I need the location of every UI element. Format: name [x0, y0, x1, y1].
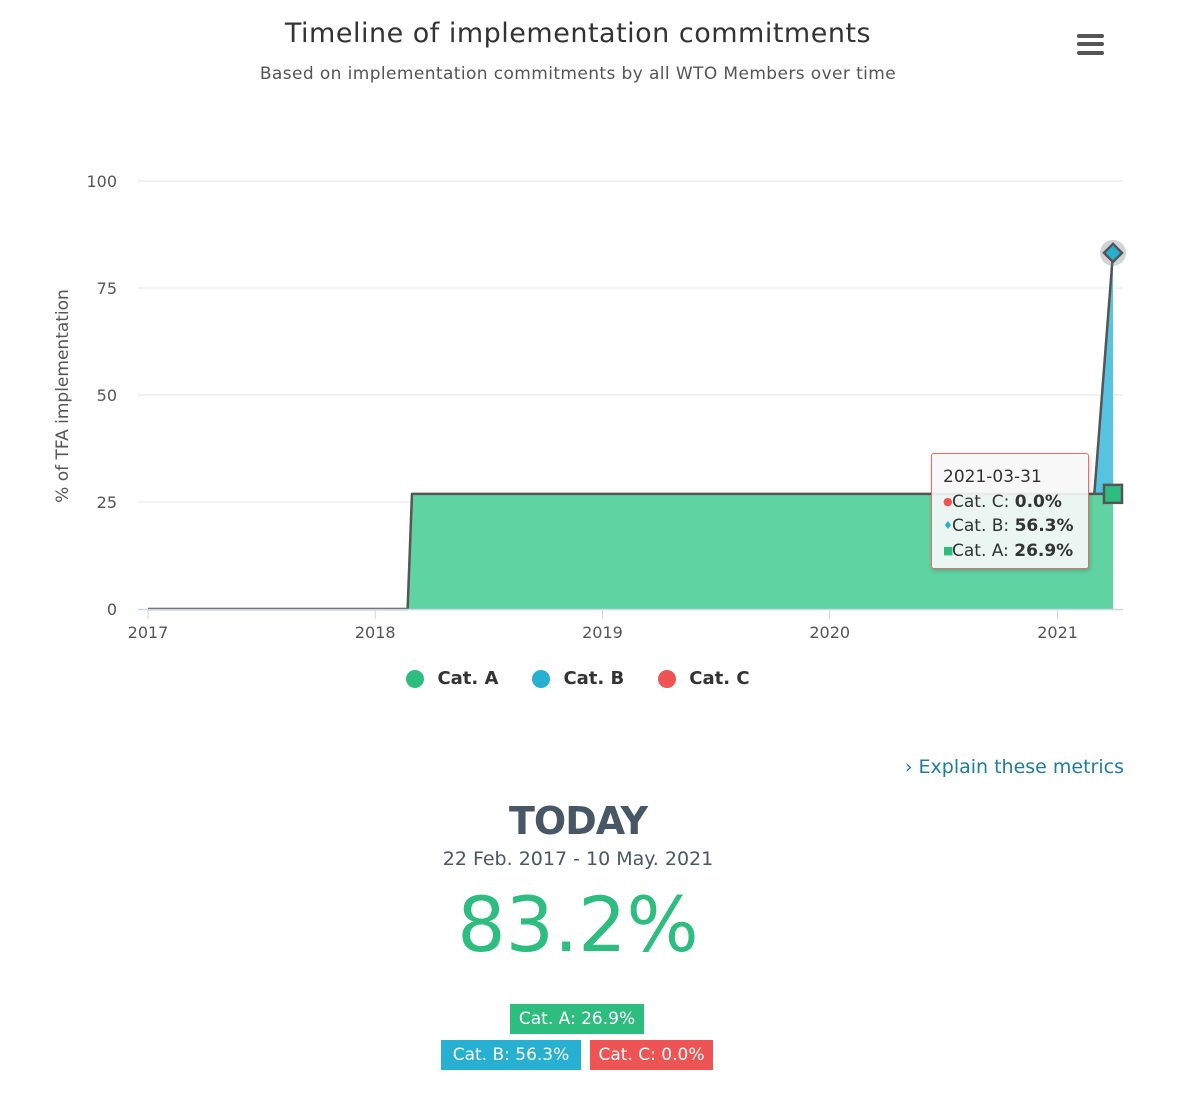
y-tick-label: 100: [86, 172, 117, 191]
y-tick-label: 25: [97, 493, 117, 512]
chart-title: Timeline of implementation commitments: [284, 18, 872, 49]
y-tick-label: 75: [97, 279, 117, 298]
today-total-percent: 83.2%: [457, 880, 699, 969]
legend-item-cat-b[interactable]: Cat. B: [532, 668, 624, 689]
tooltip-row-cat-b: ♦Cat. B: 56.3%: [943, 516, 1074, 536]
legend-label-cat-c: Cat. C: [689, 668, 750, 689]
legend-item-cat-a[interactable]: Cat. A: [406, 668, 498, 689]
tooltip-row-cat-a: ■Cat. A: 26.9%: [943, 540, 1074, 561]
badge-cat-a: Cat. A: 26.9%: [510, 1004, 644, 1034]
x-tick-label: 2021: [1037, 623, 1078, 642]
badge-cat-c: Cat. C: 0.0%: [590, 1040, 713, 1070]
explain-metrics-link[interactable]: › Explain these metrics: [904, 756, 1124, 778]
line-cat-b: [1093, 252, 1115, 494]
y-tick-label: 50: [97, 386, 117, 405]
x-tick-label: 2020: [809, 623, 850, 642]
legend-label-cat-a: Cat. A: [437, 668, 499, 689]
marker-cat-a: [1102, 483, 1124, 505]
diamond-icon: ♦: [943, 519, 953, 532]
area-cat-a: [148, 493, 1113, 609]
hamburger-menu-icon[interactable]: [1070, 28, 1110, 60]
today-heading: TODAY: [508, 799, 648, 843]
legend-item-cat-c[interactable]: Cat. C: [658, 668, 750, 689]
chart-subtitle: Based on implementation commitments by a…: [259, 64, 897, 84]
tooltip-date: 2021-03-31: [943, 467, 1042, 487]
today-date-range: 22 Feb. 2017 - 10 May. 2021: [442, 848, 714, 870]
marker-cat-b: [1102, 242, 1124, 264]
chart-legend: Cat. A Cat. B Cat. C: [0, 668, 1156, 689]
circle-icon: ●: [943, 494, 953, 508]
legend-marker-cat-a: [406, 669, 425, 688]
chart-tooltip: 2021-03-31 ●Cat. C: 0.0% ♦Cat. B: 56.3% …: [931, 453, 1089, 569]
badge-cat-b: Cat. B: 56.3%: [441, 1040, 581, 1070]
tooltip-row-cat-c: ●Cat. C: 0.0%: [943, 491, 1062, 512]
legend-marker-cat-c: [658, 669, 677, 688]
x-tick-label: 2017: [128, 623, 169, 642]
x-tick-label: 2019: [582, 623, 623, 642]
x-tick-label: 2018: [355, 623, 396, 642]
y-tick-label: 0: [107, 600, 117, 619]
legend-marker-cat-b: [532, 669, 551, 688]
square-icon: ■: [943, 543, 954, 557]
legend-label-cat-b: Cat. B: [563, 668, 625, 689]
y-axis-label: % of TFA implementation: [53, 289, 73, 503]
chart-plot: 0 25 50 75 100 2017 2018 2019 2020 2021 % of TFA…: [53, 172, 1126, 642]
